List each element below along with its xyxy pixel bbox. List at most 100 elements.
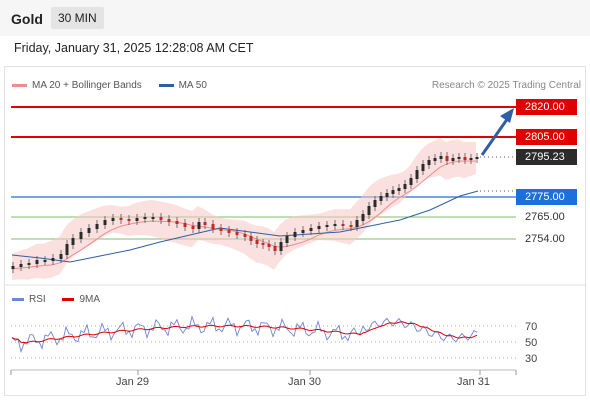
candle-body bbox=[235, 232, 239, 235]
chart-panel bbox=[4, 66, 586, 396]
candle-body bbox=[191, 226, 195, 229]
candle-body bbox=[325, 225, 329, 227]
rsi-legend: RSI 9MA bbox=[12, 294, 100, 305]
rsi-ma9-line bbox=[11, 321, 478, 344]
candle-body bbox=[11, 266, 15, 269]
candle-body bbox=[167, 219, 171, 222]
candle-body bbox=[273, 246, 277, 251]
support-2775-label: 2775.00 bbox=[516, 189, 577, 205]
candle-body bbox=[309, 228, 313, 231]
candle-body bbox=[143, 217, 147, 219]
candle-body bbox=[175, 221, 179, 224]
candle-body bbox=[79, 232, 83, 239]
candle-body bbox=[203, 222, 207, 225]
candle-body bbox=[421, 164, 425, 171]
ma50-line bbox=[11, 190, 479, 263]
candle-body bbox=[103, 220, 107, 225]
legend-ma9: 9MA bbox=[79, 294, 101, 305]
candle-body bbox=[35, 260, 39, 264]
candle-body bbox=[469, 158, 473, 160]
ma20-line bbox=[11, 160, 477, 270]
candle-body bbox=[463, 157, 467, 160]
projection-arrow-shaft bbox=[480, 117, 510, 156]
rsi-tick-50: 50 bbox=[525, 337, 538, 349]
candle-body bbox=[427, 160, 431, 165]
candle-body bbox=[403, 184, 407, 189]
candle-body bbox=[219, 228, 223, 231]
candle-body bbox=[285, 236, 289, 243]
candle-body bbox=[475, 157, 479, 159]
candle-body bbox=[127, 219, 131, 221]
candle-body bbox=[261, 243, 265, 245]
candle-body bbox=[267, 244, 271, 247]
candle-body bbox=[243, 234, 247, 237]
price-legend: MA 20 + Bollinger Bands MA 50 bbox=[12, 80, 207, 91]
candle-body bbox=[197, 222, 201, 229]
candle-body bbox=[439, 156, 443, 159]
bollinger-band bbox=[12, 138, 476, 280]
support-2765-label: 2765.00 bbox=[525, 211, 565, 223]
candle-body bbox=[151, 217, 155, 219]
candle-body bbox=[183, 223, 187, 227]
rsi-line bbox=[11, 315, 478, 354]
candle-body bbox=[433, 158, 437, 161]
candle-body bbox=[373, 200, 377, 207]
candle-body bbox=[51, 258, 55, 261]
ma50-swatch bbox=[158, 83, 174, 87]
candle-body bbox=[95, 224, 99, 229]
rsi-tick-70: 70 bbox=[525, 321, 538, 333]
legend-ma20: MA 20 + Bollinger Bands bbox=[32, 80, 142, 91]
candle-body bbox=[59, 254, 63, 259]
candle-body bbox=[279, 242, 283, 251]
legend-ma50: MA 50 bbox=[178, 80, 207, 91]
candle-body bbox=[87, 228, 91, 233]
candle-body bbox=[409, 178, 413, 185]
candle-body bbox=[227, 230, 231, 233]
x-tick-jan31: Jan 31 bbox=[457, 376, 491, 388]
candle-body bbox=[211, 224, 215, 229]
candle-body bbox=[317, 226, 321, 229]
candle-body bbox=[379, 196, 383, 201]
candle-body bbox=[397, 188, 401, 191]
candle-body bbox=[349, 225, 353, 227]
symbol-title: Gold bbox=[11, 11, 43, 27]
last-price-label: 2795.23 bbox=[516, 149, 577, 165]
candle-body bbox=[391, 190, 395, 194]
x-tick-jan29: Jan 29 bbox=[116, 376, 150, 388]
projection-arrow-head bbox=[500, 108, 514, 123]
candle-body bbox=[27, 263, 31, 265]
research-credit: Research © 2025 Trading Central bbox=[431, 80, 581, 91]
support-2754-label: 2754.00 bbox=[525, 233, 565, 245]
ma9-swatch bbox=[62, 297, 75, 301]
candle-body bbox=[355, 220, 359, 227]
candle-body bbox=[341, 224, 345, 226]
rsi-tick-30: 30 bbox=[525, 353, 538, 365]
candle-body bbox=[333, 224, 337, 226]
candle-body bbox=[415, 170, 419, 179]
candle-body bbox=[249, 236, 253, 241]
candle-body bbox=[361, 214, 365, 221]
chart-datetime: Friday, January 31, 2025 12:28:08 AM CET bbox=[14, 41, 254, 55]
candle-body bbox=[19, 264, 23, 267]
candle-body bbox=[43, 260, 47, 262]
x-tick-jan30: Jan 30 bbox=[288, 376, 322, 388]
candle-body bbox=[119, 218, 123, 220]
candle-body bbox=[301, 230, 305, 233]
candle-body bbox=[451, 158, 455, 161]
candle-body bbox=[255, 240, 259, 244]
resistance-2820-label: 2820.00 bbox=[516, 99, 577, 115]
candle-body bbox=[71, 238, 75, 245]
candle-body bbox=[159, 217, 163, 220]
candle-body bbox=[457, 157, 461, 159]
resistance-2805-label: 2805.00 bbox=[516, 129, 577, 145]
timeframe-badge[interactable]: 30 MIN bbox=[51, 7, 104, 29]
candle-body bbox=[367, 206, 371, 215]
legend-rsi: RSI bbox=[29, 294, 46, 305]
candle-body bbox=[135, 218, 139, 221]
candle-body bbox=[385, 193, 389, 197]
candle-body bbox=[65, 244, 69, 255]
candle-body bbox=[445, 156, 449, 161]
top-bar: Gold 30 MIN bbox=[0, 0, 590, 36]
candle-body bbox=[111, 218, 115, 221]
